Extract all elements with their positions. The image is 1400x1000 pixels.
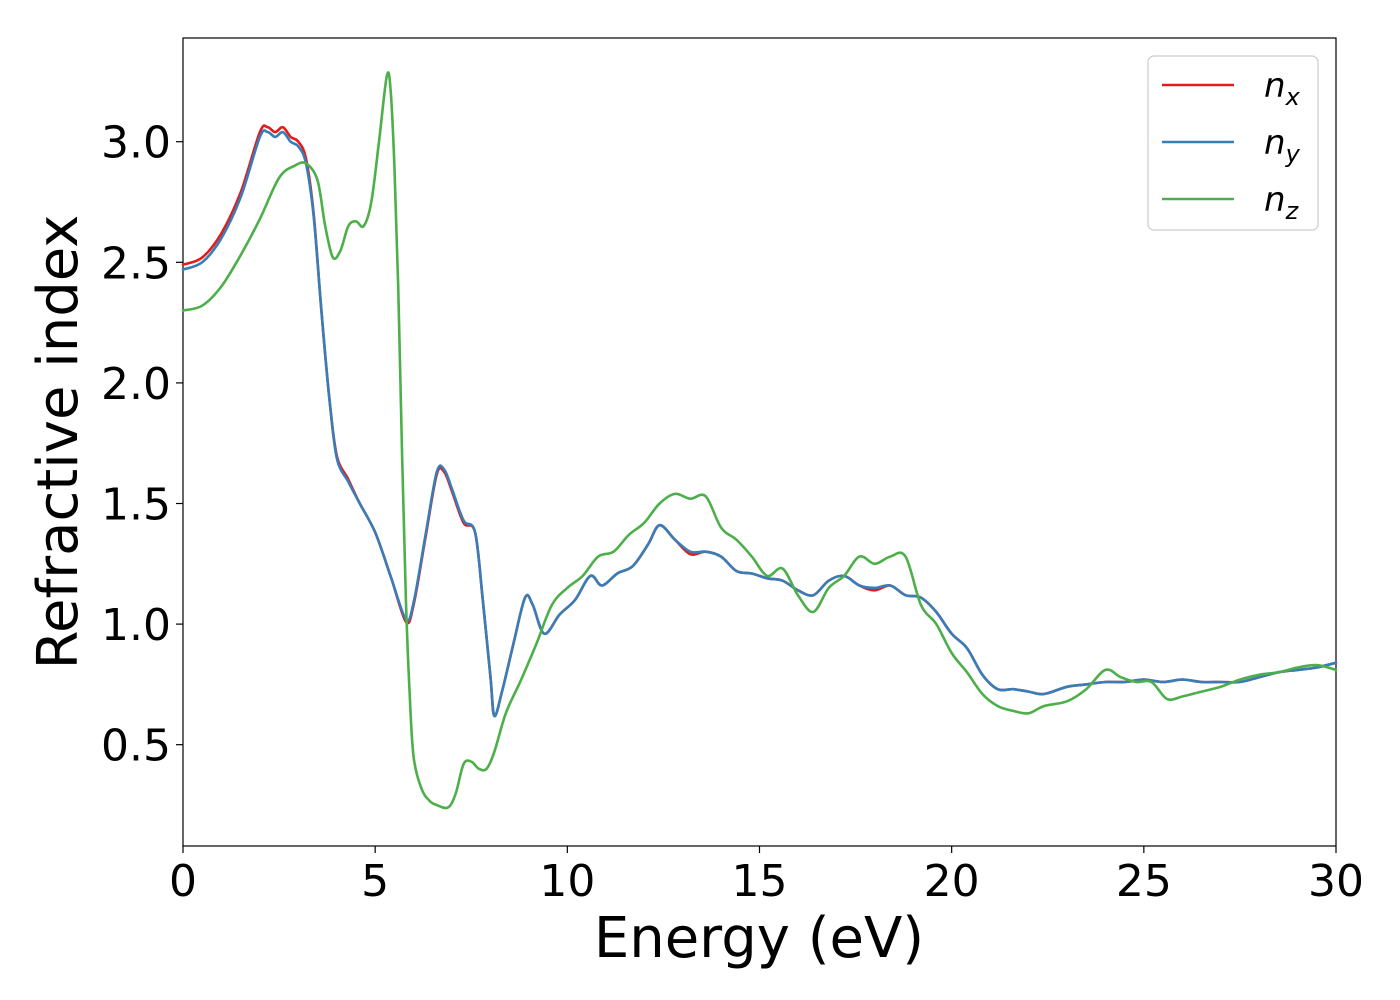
y-tick-label: 3.0 [101, 118, 171, 169]
x-tick-label: 30 [1308, 856, 1364, 907]
series-layer [181, 71, 1338, 810]
legend-label-nz: nz [1264, 180, 1300, 225]
x-tick-label: 0 [169, 856, 197, 907]
y-tick-label: 2.0 [101, 359, 171, 410]
legend-label-ny: ny [1264, 123, 1301, 168]
x-tick-label: 20 [924, 856, 980, 907]
series-line-ny [181, 129, 1338, 718]
y-tick-label: 2.5 [101, 238, 171, 289]
series-line-nz [181, 71, 1338, 810]
x-tick-label: 10 [539, 856, 595, 907]
x-axis-label: Energy (eV) [594, 906, 924, 971]
legend: nx ny nz [1147, 55, 1319, 231]
legend-label-nx: nx [1264, 66, 1301, 111]
x-axis-ticks: 0 5 10 15 20 25 30 [169, 846, 1364, 907]
y-tick-label: 0.5 [101, 721, 171, 772]
y-axis-label: Refractive index [26, 215, 91, 670]
x-tick-label: 15 [732, 856, 788, 907]
x-tick-label: 5 [361, 856, 389, 907]
y-tick-label: 1.5 [101, 480, 171, 531]
y-tick-label: 1.0 [101, 600, 171, 651]
x-tick-label: 25 [1116, 856, 1172, 907]
y-axis-ticks: 0.5 1.0 1.5 2.0 2.5 3.0 [101, 118, 183, 772]
